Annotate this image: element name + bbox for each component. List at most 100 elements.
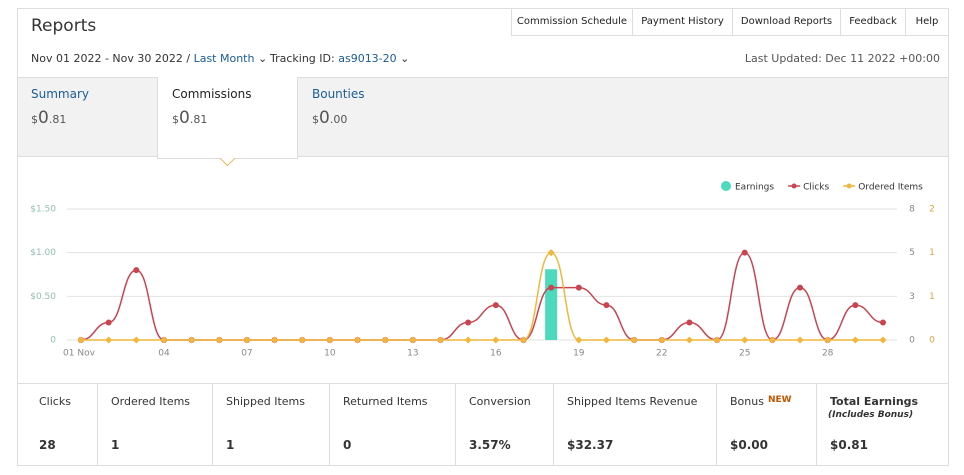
- point: [436, 336, 445, 344]
- point: [464, 336, 472, 344]
- legend-swatch: [791, 183, 797, 189]
- point: [519, 336, 528, 344]
- amount-currency: $: [312, 113, 319, 126]
- nav-button[interactable]: Payment History: [632, 8, 733, 36]
- x-tick-label: 01 Nov: [63, 349, 96, 359]
- point: [851, 336, 859, 344]
- tick-label: 0: [929, 336, 935, 346]
- tracking[interactable]: Tracking ID: as9013-20 ⌄: [270, 52, 410, 65]
- amount-fraction: .81: [48, 113, 67, 126]
- stat-label: Ordered Items: [111, 395, 191, 408]
- tick-label: 8: [909, 205, 915, 215]
- tab-label[interactable]: Commissions: [172, 87, 252, 101]
- stat-divider: [553, 384, 554, 465]
- point: [575, 336, 583, 344]
- stat-value: $0.81: [830, 438, 868, 452]
- point: [547, 249, 555, 257]
- point: [188, 336, 196, 344]
- tab-amount: $0.81: [172, 108, 207, 128]
- amount-currency: $: [172, 113, 179, 126]
- point: [133, 267, 140, 274]
- point: [630, 336, 638, 344]
- tab-label[interactable]: Bounties: [312, 87, 365, 101]
- amount-fraction: .81: [189, 113, 208, 126]
- stat-divider: [212, 384, 213, 465]
- stats-row: [18, 383, 948, 465]
- point: [686, 319, 693, 326]
- point: [685, 336, 693, 344]
- stat-label: Bonus NEW: [730, 395, 792, 408]
- amount-currency: $: [31, 113, 38, 126]
- point: [713, 336, 721, 344]
- tick-label: 5: [909, 248, 915, 258]
- nav-button[interactable]: Feedback: [840, 8, 906, 36]
- point: [603, 302, 610, 309]
- point: [658, 336, 666, 344]
- legend-label: Clicks: [803, 183, 829, 193]
- amount-whole: 0: [179, 108, 190, 128]
- stat-value: 1: [111, 438, 120, 452]
- amount-fraction: .00: [329, 113, 348, 126]
- x-tick-label: 07: [241, 349, 252, 359]
- point: [575, 284, 582, 291]
- date-range[interactable]: Nov 01 2022 - Nov 30 2022 / Last Month ⌄: [31, 52, 268, 65]
- stat-label: Shipped Items Revenue: [567, 395, 698, 408]
- stat-badge: NEW: [767, 395, 792, 405]
- tab-label[interactable]: Summary: [31, 87, 89, 101]
- nav-button[interactable]: Download Reports: [732, 8, 841, 36]
- x-tick-label: 28: [822, 349, 834, 359]
- point: [602, 336, 610, 344]
- tick-label: $1.00: [30, 248, 56, 258]
- tab-amount: $0.81: [31, 108, 66, 128]
- period: Last Month: [193, 52, 255, 65]
- x-tick-label: 13: [407, 349, 418, 359]
- point: [243, 336, 251, 344]
- point: [741, 336, 749, 344]
- tick-label: 1: [929, 292, 935, 302]
- stat-value: 1: [226, 438, 235, 452]
- point: [852, 302, 859, 309]
- point: [741, 249, 748, 256]
- stat-label: Shipped Items: [226, 395, 305, 408]
- title: Reports: [31, 16, 97, 36]
- stat-label: Clicks: [39, 395, 71, 408]
- bar: [545, 269, 558, 340]
- point: [105, 336, 113, 344]
- point: [465, 319, 472, 326]
- dates: Nov 01 2022 - Nov 30 2022 /: [31, 52, 191, 65]
- tick-label: $1.50: [30, 205, 56, 215]
- x-tick-label: 10: [324, 349, 336, 359]
- point: [326, 336, 334, 344]
- tracking-label: Tracking ID:: [270, 52, 335, 65]
- point: [796, 336, 804, 344]
- tick-label: $0.50: [30, 292, 56, 302]
- tick-label: 2: [929, 205, 935, 215]
- x-tick-label: 16: [490, 349, 502, 359]
- tick-label: 1: [929, 248, 935, 258]
- nav-button[interactable]: Help: [905, 8, 949, 36]
- stat-value: $32.37: [567, 438, 614, 452]
- amount-whole: 0: [38, 108, 49, 128]
- point: [797, 284, 804, 291]
- stat-divider: [455, 384, 456, 465]
- stat-divider: [329, 384, 330, 465]
- tick-label: 0: [50, 336, 56, 346]
- nav-button[interactable]: Commission Schedule: [511, 8, 633, 36]
- point: [409, 336, 417, 344]
- stat-label: Returned Items: [343, 395, 428, 408]
- stat-value: 0: [343, 438, 352, 452]
- stat-label: Total Earnings: [830, 395, 919, 408]
- legend-label: Ordered Items: [858, 183, 923, 193]
- point: [824, 336, 832, 344]
- tick-label: 0: [909, 336, 915, 346]
- x-tick-label: 04: [158, 349, 170, 359]
- amount-whole: 0: [319, 108, 330, 128]
- point: [77, 336, 85, 344]
- stat-sublabel: (Includes Bonus): [828, 410, 914, 420]
- point: [492, 302, 499, 309]
- x-tick-label: 22: [656, 349, 667, 359]
- point: [105, 319, 112, 326]
- last-updated: Last Updated: Dec 11 2022 +00:00: [744, 52, 940, 65]
- x-tick-label: 25: [739, 349, 750, 359]
